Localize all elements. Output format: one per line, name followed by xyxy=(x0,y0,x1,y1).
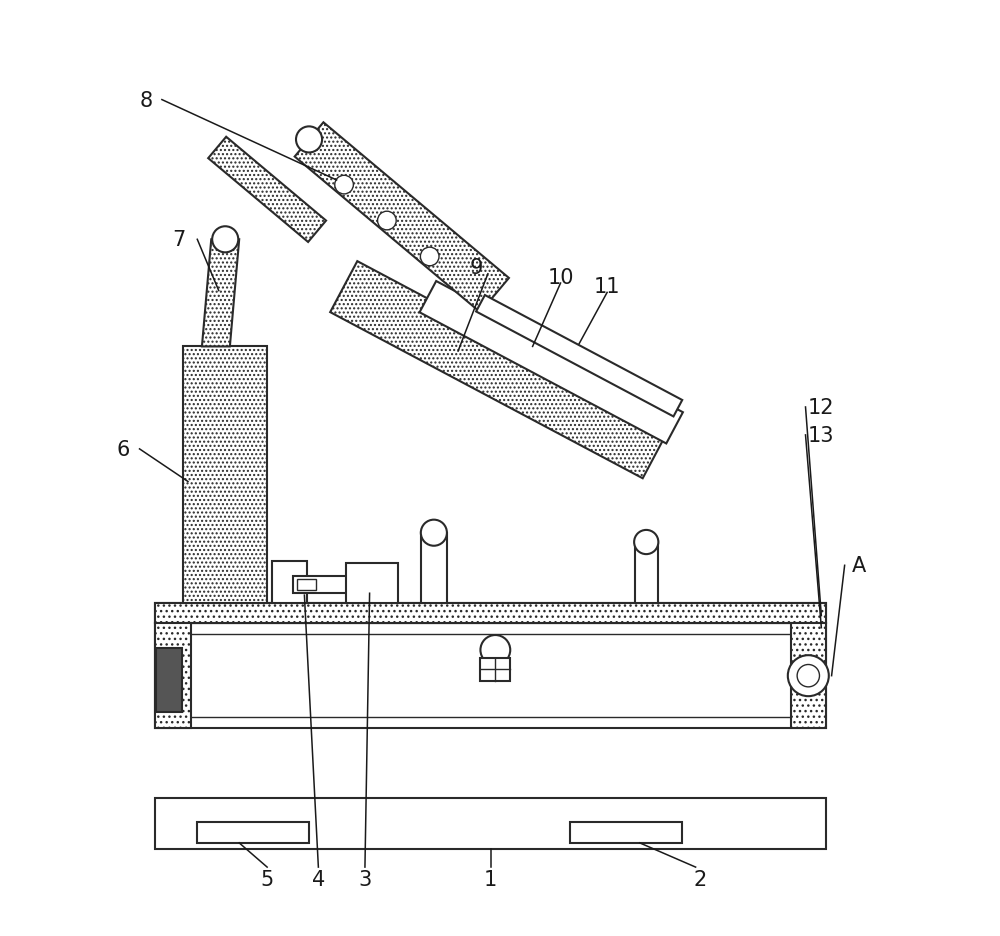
Text: 12: 12 xyxy=(808,398,835,417)
Bar xyxy=(480,659,510,680)
Text: 10: 10 xyxy=(547,268,574,287)
Bar xyxy=(183,347,267,603)
Bar xyxy=(297,579,316,591)
Circle shape xyxy=(788,655,829,696)
Bar xyxy=(167,635,815,717)
Text: 8: 8 xyxy=(139,91,153,110)
Bar xyxy=(791,623,826,728)
Polygon shape xyxy=(202,240,239,347)
Circle shape xyxy=(480,636,510,665)
Text: 1: 1 xyxy=(484,870,497,889)
Polygon shape xyxy=(295,124,509,313)
Circle shape xyxy=(335,176,353,195)
Bar xyxy=(155,603,826,623)
Text: 11: 11 xyxy=(594,276,620,297)
Text: 5: 5 xyxy=(261,870,274,889)
Text: 9: 9 xyxy=(470,258,483,278)
Bar xyxy=(346,563,398,603)
Circle shape xyxy=(378,212,396,230)
Bar xyxy=(272,561,307,603)
Circle shape xyxy=(420,248,439,267)
Circle shape xyxy=(634,531,658,554)
Text: 4: 4 xyxy=(312,870,325,889)
Bar xyxy=(197,823,309,843)
Text: 3: 3 xyxy=(358,870,372,889)
Polygon shape xyxy=(208,138,326,242)
Bar xyxy=(570,823,682,843)
Circle shape xyxy=(212,227,238,253)
Text: 2: 2 xyxy=(694,870,707,889)
Text: 6: 6 xyxy=(116,439,129,460)
Circle shape xyxy=(797,665,819,687)
Bar xyxy=(156,649,182,711)
Circle shape xyxy=(296,127,322,154)
Polygon shape xyxy=(330,262,670,479)
Bar xyxy=(155,623,191,728)
Circle shape xyxy=(421,520,447,547)
Polygon shape xyxy=(420,282,683,444)
Text: 13: 13 xyxy=(808,426,835,446)
Text: 7: 7 xyxy=(172,230,185,250)
Bar xyxy=(155,798,826,850)
Text: A: A xyxy=(851,556,866,576)
Bar xyxy=(155,623,826,728)
Bar xyxy=(635,543,658,603)
Bar xyxy=(155,603,826,623)
Bar xyxy=(293,577,354,593)
Bar xyxy=(421,534,447,603)
Polygon shape xyxy=(476,296,682,417)
